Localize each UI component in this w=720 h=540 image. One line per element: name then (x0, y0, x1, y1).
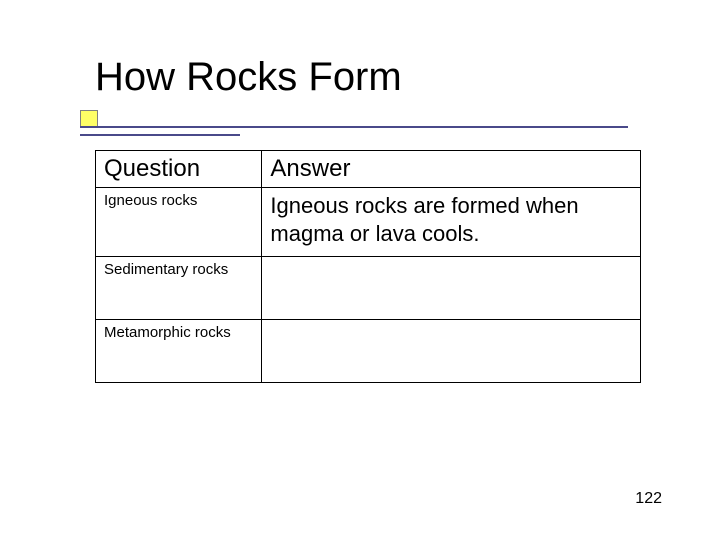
table-row: Igneous rocks Igneous rocks are formed w… (96, 188, 641, 257)
rocks-table: Question Answer Igneous rocks Igneous ro… (95, 150, 641, 383)
underline-short (80, 134, 240, 136)
column-header-answer: Answer (262, 151, 641, 188)
cell-answer (262, 257, 641, 320)
cell-question: Sedimentary rocks (96, 257, 262, 320)
cell-question: Igneous rocks (96, 188, 262, 257)
cell-answer (262, 320, 641, 383)
table-row: Sedimentary rocks (96, 257, 641, 320)
cell-answer: Igneous rocks are formed when magma or l… (262, 188, 641, 257)
cell-question: Metamorphic rocks (96, 320, 262, 383)
slide-title: How Rocks Form (95, 55, 655, 99)
column-header-question: Question (96, 151, 262, 188)
title-underline-decor (80, 110, 660, 138)
underline-long (80, 126, 628, 128)
page-number: 122 (635, 490, 662, 508)
table-header-row: Question Answer (96, 151, 641, 188)
table-row: Metamorphic rocks (96, 320, 641, 383)
